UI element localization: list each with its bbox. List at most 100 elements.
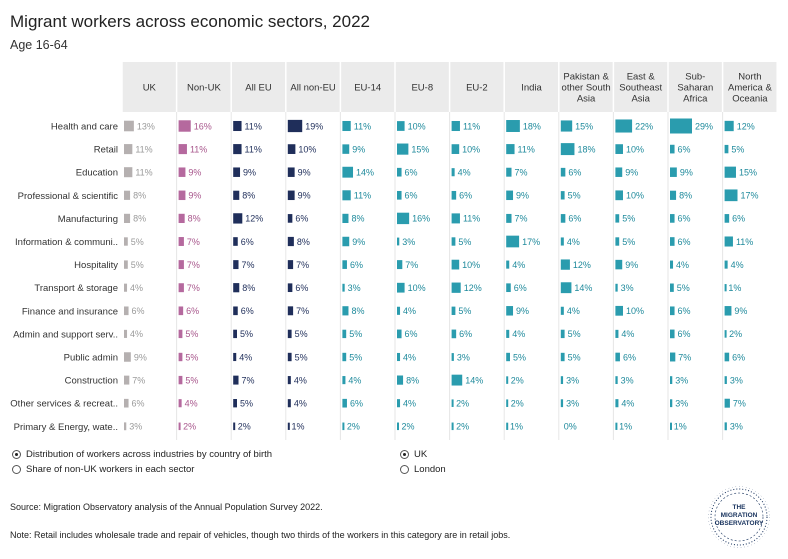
- radio-icon[interactable]: [400, 465, 409, 474]
- row-label: Information & communi..: [15, 237, 118, 248]
- logo-ring-icon: [708, 486, 770, 548]
- value-label: 4%: [621, 399, 634, 409]
- radio-icon[interactable]: [12, 450, 21, 459]
- value-label: 3%: [457, 352, 470, 362]
- value-label: 8%: [297, 237, 310, 247]
- value-label: 7%: [187, 260, 200, 270]
- value-label: 7%: [733, 399, 746, 409]
- value-label: 3%: [402, 237, 415, 247]
- option-distribution[interactable]: Distribution of workers across industrie…: [12, 449, 272, 460]
- bar-sub-saharan-africa: [670, 329, 675, 339]
- column-header-east-southeast-asia: East & Southeast Asia: [619, 72, 662, 105]
- value-label: 3%: [730, 375, 743, 385]
- value-label: 6%: [350, 260, 363, 270]
- option-london[interactable]: London: [400, 464, 446, 475]
- bar-india: [506, 306, 514, 316]
- value-label: 6%: [678, 329, 691, 339]
- value-label: 5%: [349, 329, 362, 339]
- bar-north-america-oceania: [724, 166, 736, 178]
- bar-pakistan-other-south-asia: [560, 352, 565, 362]
- bar-india: [506, 235, 520, 248]
- value-label: 5%: [185, 375, 198, 385]
- value-label: 8%: [188, 214, 201, 224]
- bar-east-southeast-asia: [615, 283, 618, 292]
- bar-eu-14: [342, 144, 350, 154]
- value-label: 7%: [296, 306, 309, 316]
- value-label: 6%: [678, 144, 691, 154]
- bar-sub-saharan-africa: [670, 376, 673, 385]
- value-label: 12%: [573, 260, 591, 270]
- bar-eu-14: [342, 376, 346, 385]
- value-label: 11%: [518, 144, 535, 154]
- value-label: 17%: [740, 191, 758, 201]
- value-label: 7%: [242, 375, 255, 385]
- option-share-non-uk[interactable]: Share of non-UK workers in each sector: [12, 464, 194, 475]
- bar-non-uk: [178, 283, 184, 293]
- bar-india: [506, 283, 511, 293]
- value-label: 10%: [626, 306, 644, 316]
- radio-icon[interactable]: [12, 465, 21, 474]
- value-label: 5%: [185, 329, 198, 339]
- bar-all-eu: [233, 190, 240, 200]
- bar-eu-2: [451, 259, 460, 270]
- value-label: 10%: [462, 144, 480, 154]
- bar-eu-2: [451, 120, 460, 132]
- value-label: 7%: [132, 375, 145, 385]
- value-label: 15%: [411, 144, 429, 154]
- value-label: 19%: [305, 121, 323, 131]
- value-label: 5%: [240, 329, 253, 339]
- bar-pakistan-other-south-asia: [560, 306, 564, 315]
- value-label: 5%: [240, 399, 253, 409]
- bar-eu-14: [342, 329, 347, 339]
- value-label: 6%: [350, 399, 363, 409]
- bar-all-non-eu: [287, 376, 291, 385]
- value-label: 9%: [680, 168, 693, 178]
- value-label: 10%: [298, 144, 316, 154]
- radio-icon[interactable]: [400, 450, 409, 459]
- value-label: 1%: [292, 422, 305, 432]
- bar-india: [506, 167, 512, 177]
- value-label: 6%: [295, 283, 308, 293]
- value-label: 9%: [625, 260, 638, 270]
- value-label: 16%: [194, 121, 212, 131]
- bar-eu-14: [342, 236, 350, 247]
- value-label: 4%: [676, 260, 689, 270]
- value-label: 1%: [619, 422, 632, 432]
- value-label: 3%: [730, 422, 743, 432]
- bar-all-non-eu: [287, 260, 294, 270]
- value-label: 6%: [241, 306, 254, 316]
- bar-india: [506, 352, 510, 362]
- bar-uk: [124, 422, 127, 431]
- bar-sub-saharan-africa: [670, 283, 674, 292]
- value-label: 11%: [463, 214, 480, 224]
- column-header-sub-saharan-africa: Sub-Saharan Africa: [677, 72, 713, 105]
- value-label: 5%: [622, 214, 635, 224]
- value-label: 6%: [132, 399, 145, 409]
- bar-all-eu: [233, 399, 237, 408]
- bar-eu-2: [451, 282, 461, 293]
- value-label: 8%: [679, 191, 692, 201]
- bar-east-southeast-asia: [615, 376, 618, 385]
- bar-all-eu: [233, 237, 238, 246]
- bar-eu-14: [342, 306, 349, 316]
- value-label: 4%: [512, 260, 525, 270]
- option-uk[interactable]: UK: [400, 449, 427, 460]
- bar-uk: [124, 260, 128, 269]
- value-label: 8%: [351, 214, 364, 224]
- bar-east-southeast-asia: [615, 352, 620, 362]
- column-header-india: India: [521, 83, 542, 94]
- bar-sub-saharan-africa: [670, 352, 676, 362]
- value-label: 7%: [515, 214, 528, 224]
- bar-eu-2: [451, 399, 454, 407]
- value-label: 11%: [190, 144, 207, 154]
- chart-title: Migrant workers across economic sectors,…: [10, 12, 370, 31]
- column-header-north-america-oceania: North America & Oceania: [728, 72, 772, 105]
- value-label: 11%: [245, 121, 262, 131]
- value-label: 4%: [294, 375, 307, 385]
- bar-north-america-oceania: [724, 260, 728, 269]
- bar-eu-8: [397, 121, 405, 131]
- value-label: 10%: [462, 260, 480, 270]
- value-label: 5%: [295, 352, 308, 362]
- value-label: 2%: [511, 375, 524, 385]
- value-label: 7%: [187, 237, 200, 247]
